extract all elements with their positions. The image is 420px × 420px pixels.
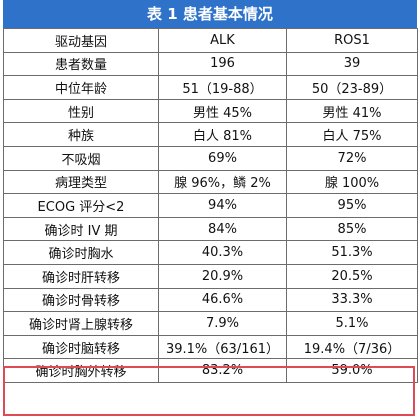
- table-row: 性别 男性 45% 男性 41%: [3, 98, 418, 124]
- alk-value-cell: 83.2%: [158, 358, 287, 383]
- table-row: 不吸烟 69% 72%: [3, 145, 418, 171]
- row-label-cell: 确诊时肝转移: [3, 263, 159, 289]
- table-row: ECOG 评分<2 94% 95%: [3, 193, 418, 218]
- ros1-value-cell: 50（23-89）: [286, 75, 418, 100]
- header-cell-gene: 驱动基因: [3, 28, 159, 53]
- alk-value-cell: 男性 45%: [158, 98, 287, 124]
- table-row: 种族 白人 81% 白人 75%: [3, 122, 418, 147]
- row-label-cell: 确诊时胸外转移: [3, 358, 159, 383]
- alk-value-cell: 84%: [158, 216, 287, 242]
- alk-value-cell: 46.6%: [158, 287, 287, 313]
- ros1-value-cell: 5.1%: [286, 311, 418, 336]
- alk-value-cell: 40.3%: [158, 240, 287, 265]
- ros1-value-cell: 85%: [286, 216, 418, 242]
- alk-value-cell: 51（19-88）: [158, 75, 287, 100]
- ros1-value-cell: 腺 100%: [286, 169, 418, 195]
- row-label-cell: 确诊时胸水: [3, 240, 159, 265]
- row-label-cell: 确诊时 IV 期: [3, 216, 159, 242]
- table-row: 确诊时骨转移 46.6% 33.3%: [3, 287, 418, 313]
- row-label-cell: 确诊时脑转移: [3, 334, 159, 360]
- ros1-value-cell: 39: [286, 51, 418, 77]
- table-title: 表 1 患者基本情况: [3, 0, 417, 28]
- ros1-value-cell: 51.3%: [286, 240, 418, 265]
- row-label-cell: 确诊时骨转移: [3, 287, 159, 313]
- alk-value-cell: 94%: [158, 193, 287, 218]
- table-row: 中位年龄 51（19-88） 50（23-89）: [3, 75, 418, 100]
- table-row: 确诊时脑转移 39.1%（63/161） 19.4%（7/36）: [3, 334, 418, 360]
- table-row: 确诊时肝转移 20.9% 20.5%: [3, 263, 418, 289]
- ros1-value-cell: 白人 75%: [286, 122, 418, 147]
- row-label-cell: 中位年龄: [3, 75, 159, 100]
- patient-characteristics-table: 驱动基因 ALK ROS1 患者数量 196 39 中位年龄 51（19-88） 50（2…: [3, 28, 418, 383]
- ros1-value-cell: 男性 41%: [286, 98, 418, 124]
- table-row: 确诊时肾上腺转移 7.9% 5.1%: [3, 311, 418, 336]
- table-row: 确诊时胸外转移 83.2% 59.0%: [3, 358, 418, 383]
- row-label-cell: ECOG 评分<2: [3, 193, 159, 218]
- table-row: 病理类型腺 96%，鳞 2% 腺 100%: [3, 169, 418, 195]
- alk-value-cell: 69%: [158, 145, 287, 171]
- ros1-value-cell: 20.5%: [286, 263, 418, 289]
- table-row: 患者数量 196 39: [3, 51, 418, 77]
- ros1-value-cell: 19.4%（7/36）: [286, 334, 418, 360]
- ros1-value-cell: 33.3%: [286, 287, 418, 313]
- alk-value-cell: 39.1%（63/161）: [158, 334, 287, 360]
- alk-value-cell: 196: [158, 51, 287, 77]
- row-label-cell: 性别: [3, 98, 159, 124]
- header-row: 驱动基因 ALK ROS1: [3, 28, 418, 53]
- table-row: 确诊时胸水 40.3% 51.3%: [3, 240, 418, 265]
- table-row: 确诊时 IV 期 84% 85%: [3, 216, 418, 242]
- row-label-cell: 病理类型: [3, 169, 159, 195]
- row-label-cell: 种族: [3, 122, 159, 147]
- alk-value-cell: 20.9%: [158, 263, 287, 289]
- ros1-value-cell: 95%: [286, 193, 418, 218]
- ros1-value-cell: 59.0%: [286, 358, 418, 383]
- row-label-cell: 确诊时肾上腺转移: [3, 311, 159, 336]
- alk-value-cell: 7.9%: [158, 311, 287, 336]
- row-label-cell: 不吸烟: [3, 145, 159, 171]
- ros1-value-cell: 72%: [286, 145, 418, 171]
- row-label-cell: 患者数量: [3, 51, 159, 77]
- header-cell-ros1: ROS1: [286, 28, 418, 53]
- alk-value-cell: 白人 81%: [158, 122, 287, 147]
- header-cell-alk: ALK: [158, 28, 287, 53]
- alk-value-cell: 腺 96%，鳞 2%: [158, 169, 287, 195]
